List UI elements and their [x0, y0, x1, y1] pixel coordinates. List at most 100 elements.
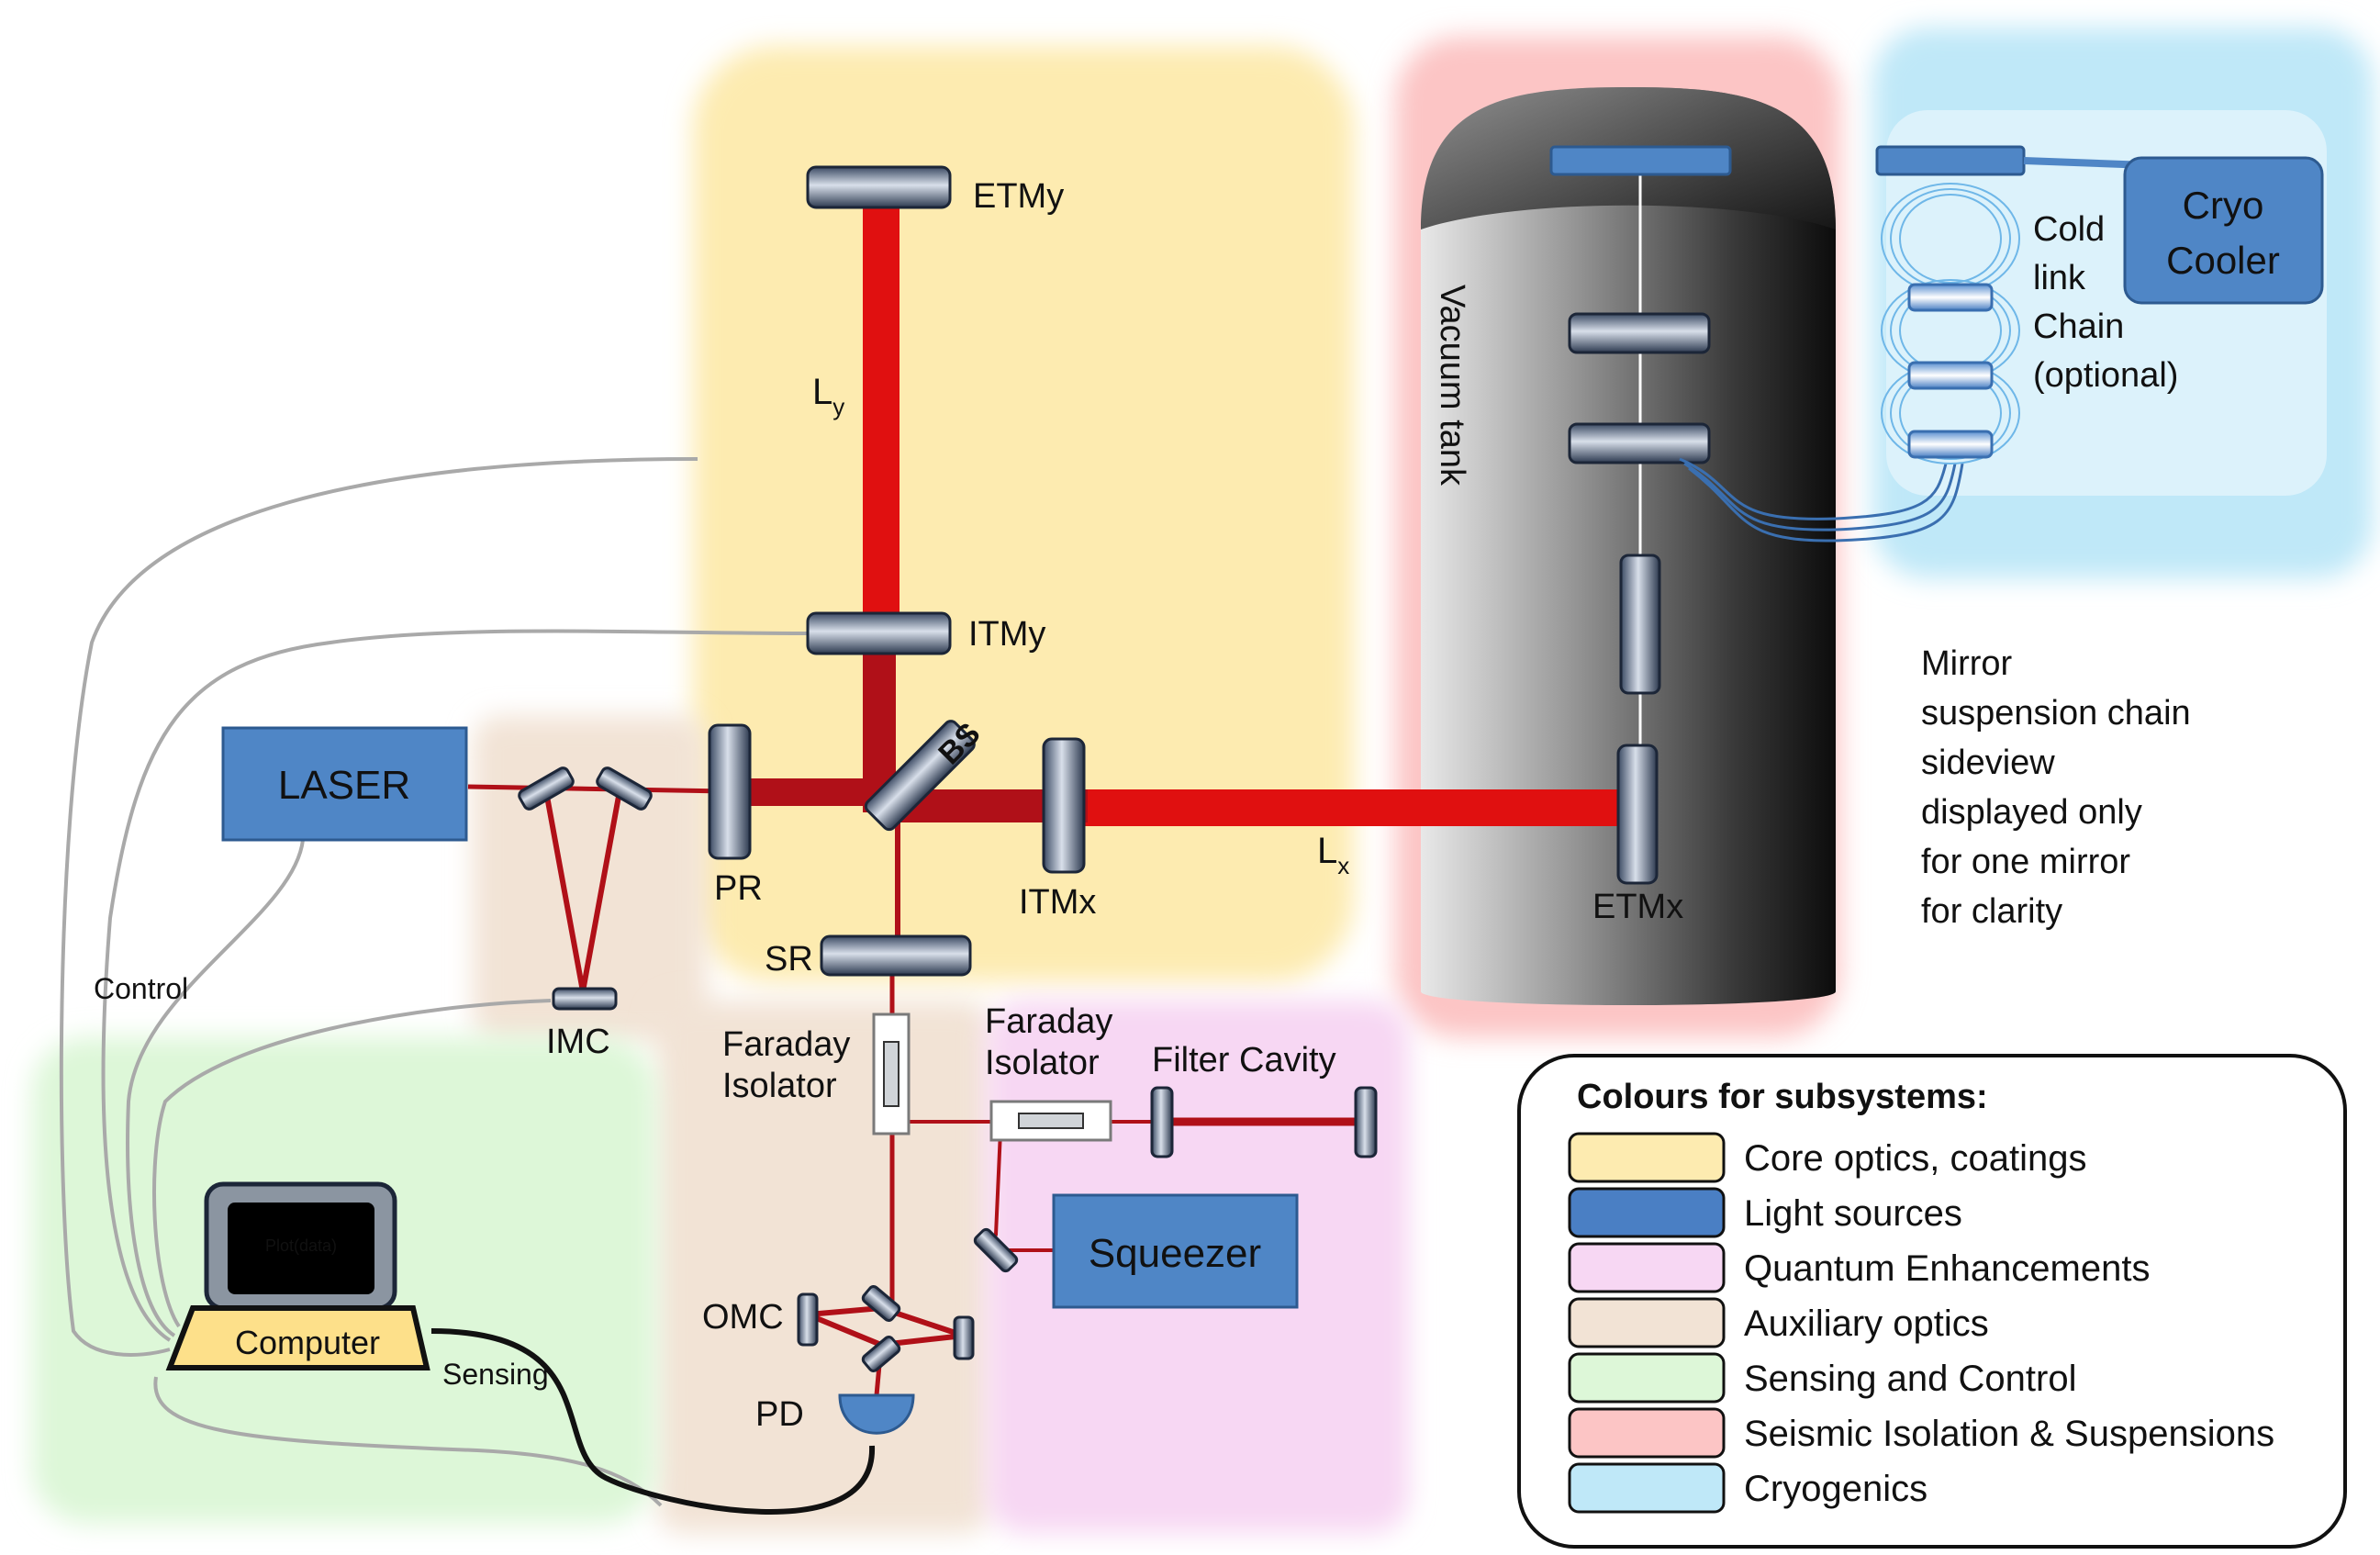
- computer-base: [165, 1305, 430, 1370]
- note-line-6: for clarity: [1921, 892, 2062, 931]
- suspension-mass-3: [1619, 554, 1661, 695]
- etmy-label: ETMy: [973, 177, 1064, 216]
- computer-label: Computer: [235, 1324, 380, 1361]
- legend-swatch: [1568, 1187, 1726, 1238]
- squeezer-mirror: [973, 1227, 1019, 1273]
- omc-mirror-2: [861, 1285, 901, 1322]
- itmx-mirror: [1042, 737, 1086, 874]
- computer: Plot(data) Computer: [165, 1181, 430, 1370]
- cable-top-loop: [59, 457, 698, 1357]
- cryo-cooler-label-2: Cooler: [2166, 239, 2280, 282]
- omc-mirror-4: [861, 1336, 901, 1372]
- cryo-top-plate: [1875, 145, 2026, 176]
- sr-mirror: [820, 934, 972, 977]
- itmy-label: ITMy: [968, 615, 1045, 654]
- coldlink-label-2: link: [2033, 259, 2086, 297]
- note-line-3: sideview: [1921, 744, 2055, 782]
- monitor-screen: [228, 1203, 374, 1294]
- note-line-5: for one mirror: [1921, 843, 2130, 881]
- imc-mirror-bottom: [552, 987, 618, 1011]
- beam-power-recycling: [725, 778, 886, 806]
- laser-beams: [467, 207, 1620, 1396]
- pr-label: PR: [714, 869, 763, 908]
- control-cables: [59, 457, 809, 1507]
- cable-imc: [152, 999, 552, 1328]
- omc-label: OMC: [702, 1298, 784, 1337]
- pr-mirror: [708, 723, 752, 860]
- legend-label: Auxiliary optics: [1744, 1303, 1989, 1344]
- coldlink-label-1: Cold: [2033, 210, 2105, 249]
- filter-cavity-mirror-left: [1150, 1086, 1174, 1158]
- legend-label: Cryogenics: [1744, 1469, 1927, 1509]
- legend-box: [1517, 1054, 2347, 1549]
- itmy-mirror: [806, 611, 952, 655]
- vacuum-tank-label: Vacuum tank: [1433, 285, 1471, 487]
- vacuum-tank: Vacuum tank: [1421, 87, 1964, 1005]
- faraday-isolator-2-core: [1018, 1113, 1084, 1129]
- squeezer-label: Squeezer: [1089, 1231, 1261, 1276]
- cryo-mass-1: [1907, 283, 1994, 312]
- filter-cavity-mirror-right: [1354, 1086, 1378, 1158]
- suspension-top-plate: [1549, 145, 1732, 176]
- note-line-1: Mirror: [1921, 644, 2013, 683]
- legend-label: Quantum Enhancements: [1744, 1248, 2150, 1289]
- optic-labels: ETMy ITMy Ly BS PR ITMx Lx ETMx SR IMC F…: [94, 177, 1683, 1434]
- photodiode: [838, 1393, 915, 1435]
- lx-label: Lx: [1317, 831, 1349, 879]
- bs-mirror: [864, 720, 976, 832]
- cryo-cooler-label-1: Cryo: [2183, 184, 2264, 227]
- cryo-cooler-box: [2123, 156, 2324, 305]
- laser-box: [221, 726, 468, 842]
- imc-mirror-right: [596, 766, 653, 811]
- legend-swatch: [1568, 1132, 1726, 1183]
- suspension-mass-2: [1568, 422, 1711, 464]
- note-line-2: suspension chain: [1921, 694, 2191, 733]
- filter-cavity-label: Filter Cavity: [1152, 1041, 1336, 1080]
- faraday1-label-2: Isolator: [722, 1067, 837, 1105]
- etmx-mirror: [1616, 744, 1659, 885]
- suspension-mass-1: [1568, 312, 1711, 354]
- beam-y-arm: [863, 207, 899, 638]
- legend-swatch: [1568, 1352, 1726, 1404]
- auxiliary-optics: [518, 766, 1378, 1435]
- imc-mirror-left: [518, 766, 575, 811]
- legend-swatch: [1568, 1297, 1726, 1348]
- legend: Colours for subsystems: Core optics, coa…: [1517, 1054, 2347, 1549]
- etmx-label: ETMx: [1592, 888, 1683, 926]
- note-line-4: displayed only: [1921, 793, 2142, 832]
- control-label: Control: [94, 972, 188, 1005]
- faraday-isolator-1-core: [883, 1041, 899, 1107]
- cable-lower: [153, 1376, 663, 1507]
- squeezer-box: [1052, 1193, 1299, 1309]
- cryo-assembly: Cryo Cooler Cold link Chain (optional): [1875, 145, 2324, 464]
- coldlink-label-3: Chain: [2033, 308, 2124, 346]
- beam-laser-to-imc: [467, 784, 726, 794]
- cold-link-wires: [1679, 457, 1964, 543]
- omc-mirror-3: [953, 1315, 975, 1360]
- faraday1-label-1: Faraday: [722, 1025, 850, 1064]
- beam-x-arm: [1083, 789, 1620, 826]
- legend-swatch: [1568, 1462, 1726, 1514]
- legend-label: Sensing and Control: [1744, 1359, 2076, 1399]
- region-core-optics: [693, 46, 1354, 982]
- screen-text: Plot(data): [265, 1236, 337, 1255]
- coldlink-label-4: (optional): [2033, 356, 2178, 395]
- sensing-cable: [430, 1328, 876, 1516]
- core-mirrors: [708, 165, 1659, 977]
- legend-label: Seismic Isolation & Suspensions: [1744, 1414, 2274, 1454]
- cable-laser: [126, 839, 305, 1337]
- sensing-label: Sensing: [442, 1358, 549, 1391]
- ly-label: Ly: [812, 372, 844, 420]
- cable-itmy: [101, 629, 809, 1342]
- laser-label: LASER: [278, 763, 410, 808]
- imc-label: IMC: [546, 1023, 610, 1061]
- omc-mirror-1: [797, 1292, 819, 1347]
- cryo-mass-2: [1907, 361, 1994, 390]
- etmy-mirror: [806, 165, 952, 209]
- faraday2-label-2: Isolator: [985, 1044, 1100, 1082]
- sr-label: SR: [765, 940, 813, 979]
- legend-label: Core optics, coatings: [1744, 1138, 2087, 1179]
- light-sources: LASER Squeezer: [221, 726, 1299, 1309]
- legend-swatch: [1568, 1242, 1726, 1293]
